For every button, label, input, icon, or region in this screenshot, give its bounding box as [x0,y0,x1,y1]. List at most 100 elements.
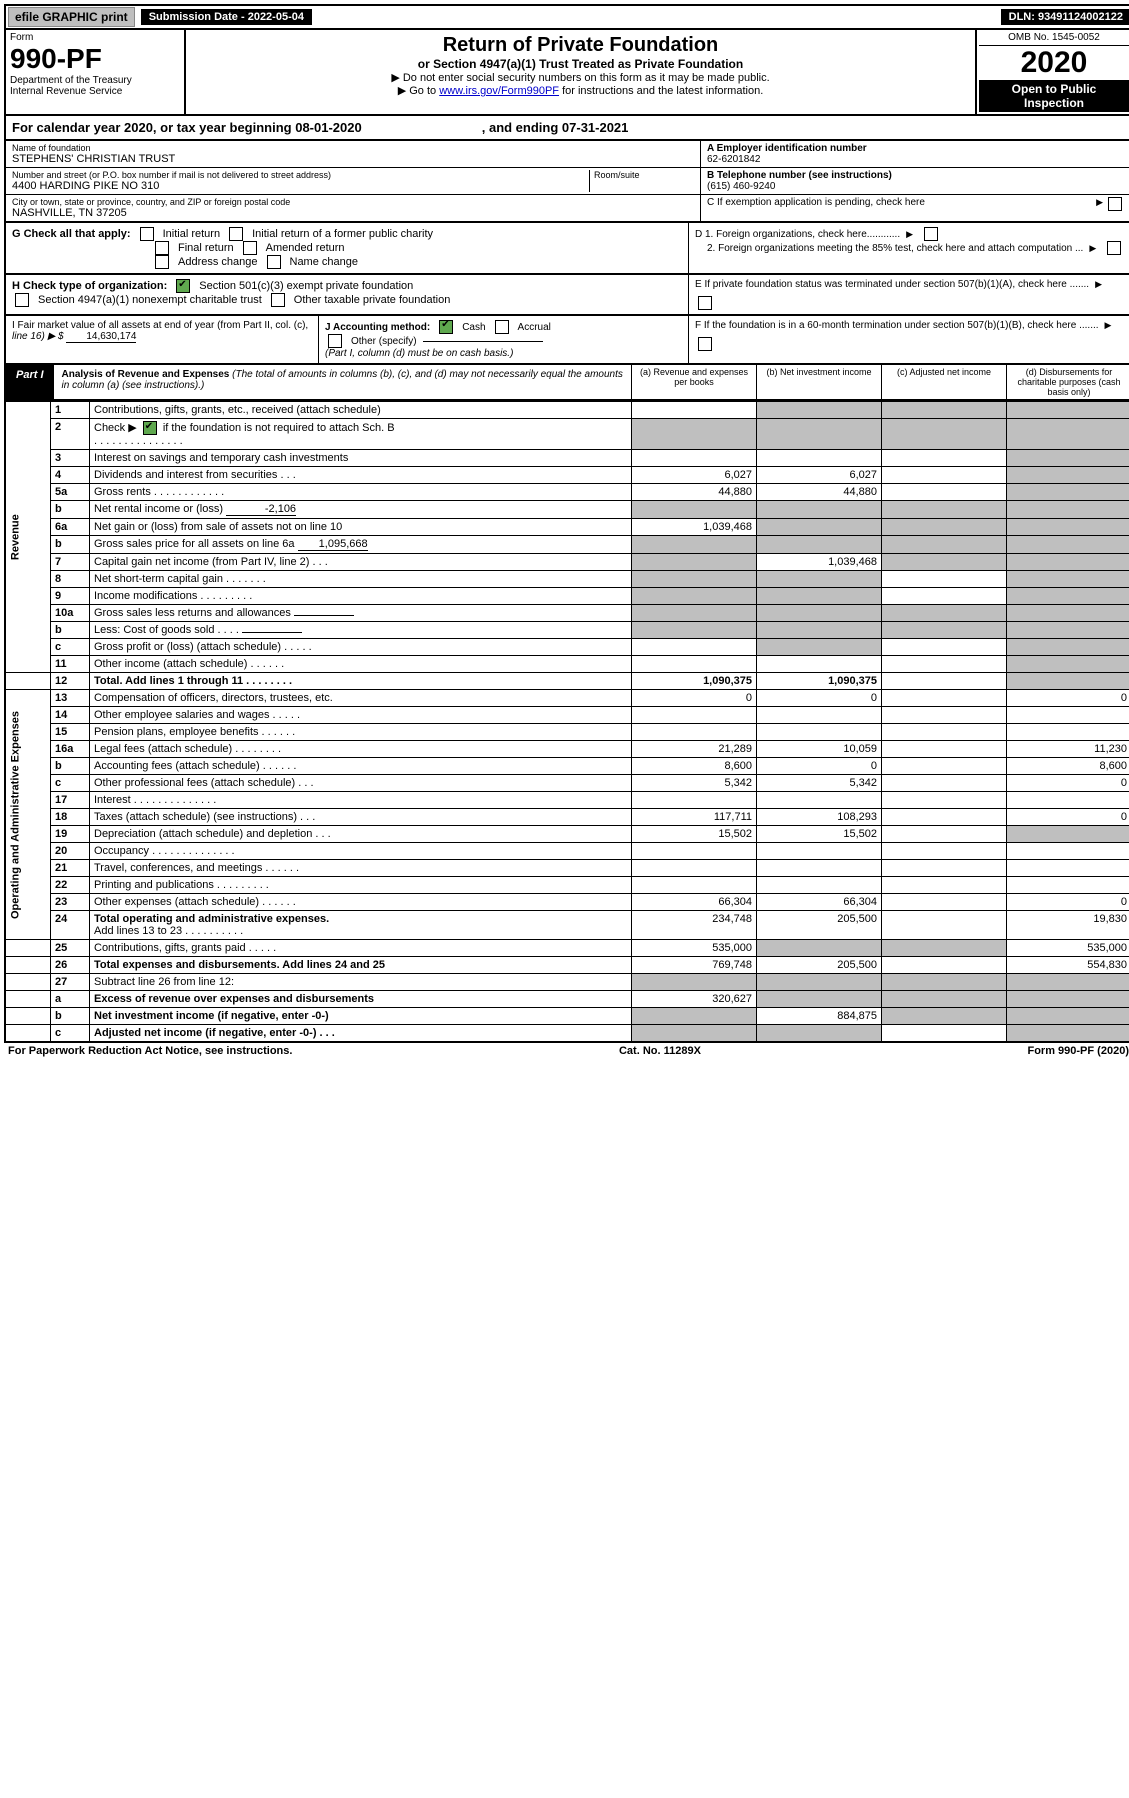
table-row: 8Net short-term capital gain . . . . . .… [5,571,1129,588]
table-row: bLess: Cost of goods sold . . . . [5,622,1129,639]
form-subtitle: or Section 4947(a)(1) Trust Treated as P… [190,57,971,71]
j-cash-checkbox[interactable] [439,320,453,334]
h-501c3-checkbox[interactable] [176,279,190,293]
r10b-box[interactable] [242,632,302,633]
h-4947-checkbox[interactable] [15,293,29,307]
r10a-box[interactable] [294,615,354,616]
footer-mid: Cat. No. 11289X [619,1045,701,1057]
gross-sales-val: 1,095,668 [298,538,368,551]
h-label: H Check type of organization: [12,280,167,292]
efile-button[interactable]: efile GRAPHIC print [8,7,135,27]
foundation-name: STEPHENS' CHRISTIAN TRUST [12,153,694,165]
phone-label: B Telephone number (see instructions) [707,170,1125,181]
footer: For Paperwork Reduction Act Notice, see … [4,1043,1129,1059]
header-right: OMB No. 1545-0052 2020 Open to Public In… [975,30,1129,114]
c-checkbox[interactable] [1108,197,1122,211]
submission-date: Submission Date - 2022-05-04 [141,9,312,25]
instr-1: ▶ Do not enter social security numbers o… [190,71,971,84]
instr2-pre: ▶ Go to [398,85,439,97]
net-rental-val: -2,106 [226,503,296,516]
col-d-header: (d) Disbursements for charitable purpose… [1006,365,1129,399]
instr2-post: for instructions and the latest informat… [559,85,763,97]
g-opt-final: Final return [178,242,234,254]
g-opt-initial: Initial return [163,228,220,240]
j-other: Other (specify) [351,336,417,347]
g-final-checkbox[interactable] [155,241,169,255]
omb-number: OMB No. 1545-0052 [979,32,1129,46]
d2-label: 2. Foreign organizations meeting the 85%… [707,243,1083,254]
j-note: (Part I, column (d) must be on cash basi… [325,348,513,359]
table-row: cOther professional fees (attach schedul… [5,775,1129,792]
g-label: G Check all that apply: [12,228,131,240]
part1-label: Part I [6,365,54,399]
g-initial-return-checkbox[interactable] [140,227,154,241]
ein-label: A Employer identification number [707,143,1125,154]
address: 4400 HARDING PIKE NO 310 [12,180,589,192]
col-a-header: (a) Revenue and expenses per books [631,365,756,399]
table-row: 17Interest . . . . . . . . . . . . . . [5,792,1129,809]
header-left: Form 990-PF Department of the Treasury I… [6,30,186,114]
irs-link[interactable]: www.irs.gov/Form990PF [439,85,559,97]
g-opt-name: Name change [290,256,359,268]
irs-label: Internal Revenue Service [10,86,180,97]
g-amended-checkbox[interactable] [243,241,257,255]
table-row: Operating and Administrative Expenses 13… [5,690,1129,707]
j-other-checkbox[interactable] [328,334,342,348]
arrow-icon [1105,320,1114,331]
f-checkbox[interactable] [698,337,712,351]
table-row: 6aNet gain or (loss) from sale of assets… [5,519,1129,536]
dln: DLN: 93491124002122 [1001,9,1129,25]
form-title: Return of Private Foundation [190,34,971,57]
table-row: Revenue 1 Contributions, gifts, grants, … [5,402,1129,419]
section-ij-wrapper: I Fair market value of all assets at end… [4,316,1129,365]
g-initial-former-checkbox[interactable] [229,227,243,241]
city-row: City or town, state or province, country… [6,195,700,221]
table-row: 9Income modifications . . . . . . . . . [5,588,1129,605]
j-accrual: Accrual [518,322,551,333]
table-row: 15Pension plans, employee benefits . . .… [5,724,1129,741]
h-other-checkbox[interactable] [271,293,285,307]
form-label: Form [10,32,180,43]
header-center: Return of Private Foundation or Section … [186,30,975,114]
part1-table: Revenue 1 Contributions, gifts, grants, … [4,401,1129,1043]
d1-checkbox[interactable] [924,227,938,241]
j-label: J Accounting method: [325,322,430,333]
g-name-checkbox[interactable] [267,255,281,269]
table-row: 10aGross sales less returns and allowanc… [5,605,1129,622]
j-cash: Cash [462,322,485,333]
g-address-checkbox[interactable] [155,255,169,269]
phone-row: B Telephone number (see instructions) (6… [701,168,1129,195]
table-row: 4Dividends and interest from securities … [5,467,1129,484]
table-row: cGross profit or (loss) (attach schedule… [5,639,1129,656]
table-row: 19Depreciation (attach schedule) and dep… [5,826,1129,843]
f-label: F If the foundation is in a 60-month ter… [695,320,1099,331]
section-h-wrapper: H Check type of organization: Section 50… [4,275,1129,316]
part1-title: Analysis of Revenue and Expenses [62,369,230,380]
address-row: Number and street (or P.O. box number if… [6,168,700,195]
schb-checkbox[interactable] [143,421,157,435]
c-label: C If exemption application is pending, c… [707,197,1096,211]
table-row: 26Total expenses and disbursements. Add … [5,957,1129,974]
table-row: cAdjusted net income (if negative, enter… [5,1025,1129,1043]
calendar-year-row: For calendar year 2020, or tax year begi… [4,116,1129,141]
e-checkbox[interactable] [698,296,712,310]
table-row: 3Interest on savings and temporary cash … [5,450,1129,467]
j-other-input[interactable] [423,341,543,342]
table-row: bNet rental income or (loss) -2,106 [5,501,1129,519]
table-row: 23Other expenses (attach schedule) . . .… [5,894,1129,911]
table-row: 21Travel, conferences, and meetings . . … [5,860,1129,877]
table-row: 11Other income (attach schedule) . . . .… [5,656,1129,673]
table-row: bNet investment income (if negative, ent… [5,1008,1129,1025]
part1-desc: Analysis of Revenue and Expenses (The to… [54,365,631,399]
g-opt-amended: Amended return [266,242,345,254]
cal-year-end: , and ending 07-31-2021 [482,120,629,135]
g-opt-former: Initial return of a former public charit… [252,228,433,240]
addr-label: Number and street (or P.O. box number if… [12,170,589,180]
table-row: 18Taxes (attach schedule) (see instructi… [5,809,1129,826]
h-opt2: Section 4947(a)(1) nonexempt charitable … [38,294,262,306]
open-to-public: Open to Public Inspection [979,80,1129,112]
j-accrual-checkbox[interactable] [495,320,509,334]
d2-checkbox[interactable] [1107,241,1121,255]
fmv-value: 14,630,174 [66,331,136,343]
c-row: C If exemption application is pending, c… [701,195,1129,213]
